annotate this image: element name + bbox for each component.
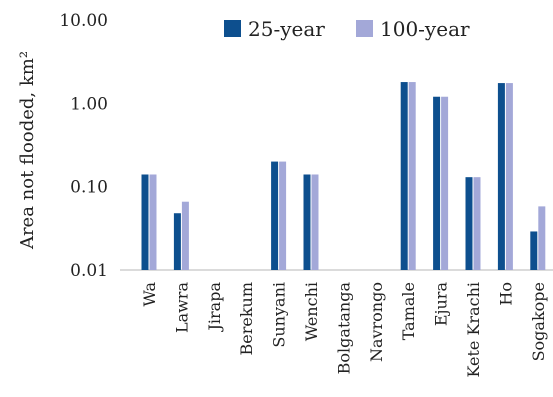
bar-100-year-tamale xyxy=(408,82,416,270)
bar-25-year-kete-krachi xyxy=(465,177,473,270)
x-category-label: Navrongo xyxy=(367,282,386,362)
x-category-label: Kete Krachi xyxy=(464,282,483,378)
bar-25-year-ho xyxy=(497,83,505,270)
bar-25-year-sogakope xyxy=(530,231,538,270)
y-tick-label: 0.01 xyxy=(70,261,108,281)
x-category-label: Bolgatanga xyxy=(334,282,353,375)
y-axis-title: Area not flooded, km² xyxy=(17,51,38,250)
legend-swatch xyxy=(356,20,373,37)
x-category-label: Berekum xyxy=(237,282,256,356)
y-tick-labels: 0.01 0.10 1.00 10.00 xyxy=(59,11,108,281)
bar-25-year-wa xyxy=(141,174,149,270)
x-category-label: Ho xyxy=(496,282,515,306)
bars xyxy=(141,82,546,270)
bar-100-year-ho xyxy=(505,83,513,270)
x-category-label: Sogakope xyxy=(529,282,548,361)
bar-100-year-wenchi xyxy=(311,174,319,270)
bar-100-year-lawra xyxy=(181,201,189,270)
x-category-label: Sunyani xyxy=(270,282,289,348)
x-category-label: Wa xyxy=(140,282,159,307)
bar-100-year-wa xyxy=(149,174,157,270)
x-category-label: Tamale xyxy=(399,282,418,340)
bar-25-year-sunyani xyxy=(271,161,279,270)
bar-25-year-wenchi xyxy=(303,174,311,270)
legend-label: 100-year xyxy=(380,17,470,41)
y-tick-label: 0.10 xyxy=(70,178,108,198)
bar-100-year-kete-krachi xyxy=(473,177,481,270)
bar-25-year-ejura xyxy=(433,96,441,270)
bar-100-year-ejura xyxy=(441,96,449,270)
bar-100-year-sogakope xyxy=(538,206,546,270)
legend-swatch xyxy=(224,20,241,37)
x-category-label: Wenchi xyxy=(302,282,321,341)
legend: 25-year 100-year xyxy=(224,17,470,41)
bar-100-year-sunyani xyxy=(279,161,287,270)
bar-25-year-lawra xyxy=(173,213,181,270)
bar-25-year-tamale xyxy=(400,82,408,270)
x-category-label: Ejura xyxy=(432,282,451,327)
y-tick-label: 10.00 xyxy=(59,11,108,31)
x-category-labels: Wa Lawra Jirapa Berekum Sunyani Wenchi Bolgata… xyxy=(140,282,548,378)
y-tick-label: 1.00 xyxy=(70,94,108,114)
x-category-label: Lawra xyxy=(172,282,191,334)
legend-label: 25-year xyxy=(248,17,325,41)
x-category-label: Jirapa xyxy=(205,282,224,333)
